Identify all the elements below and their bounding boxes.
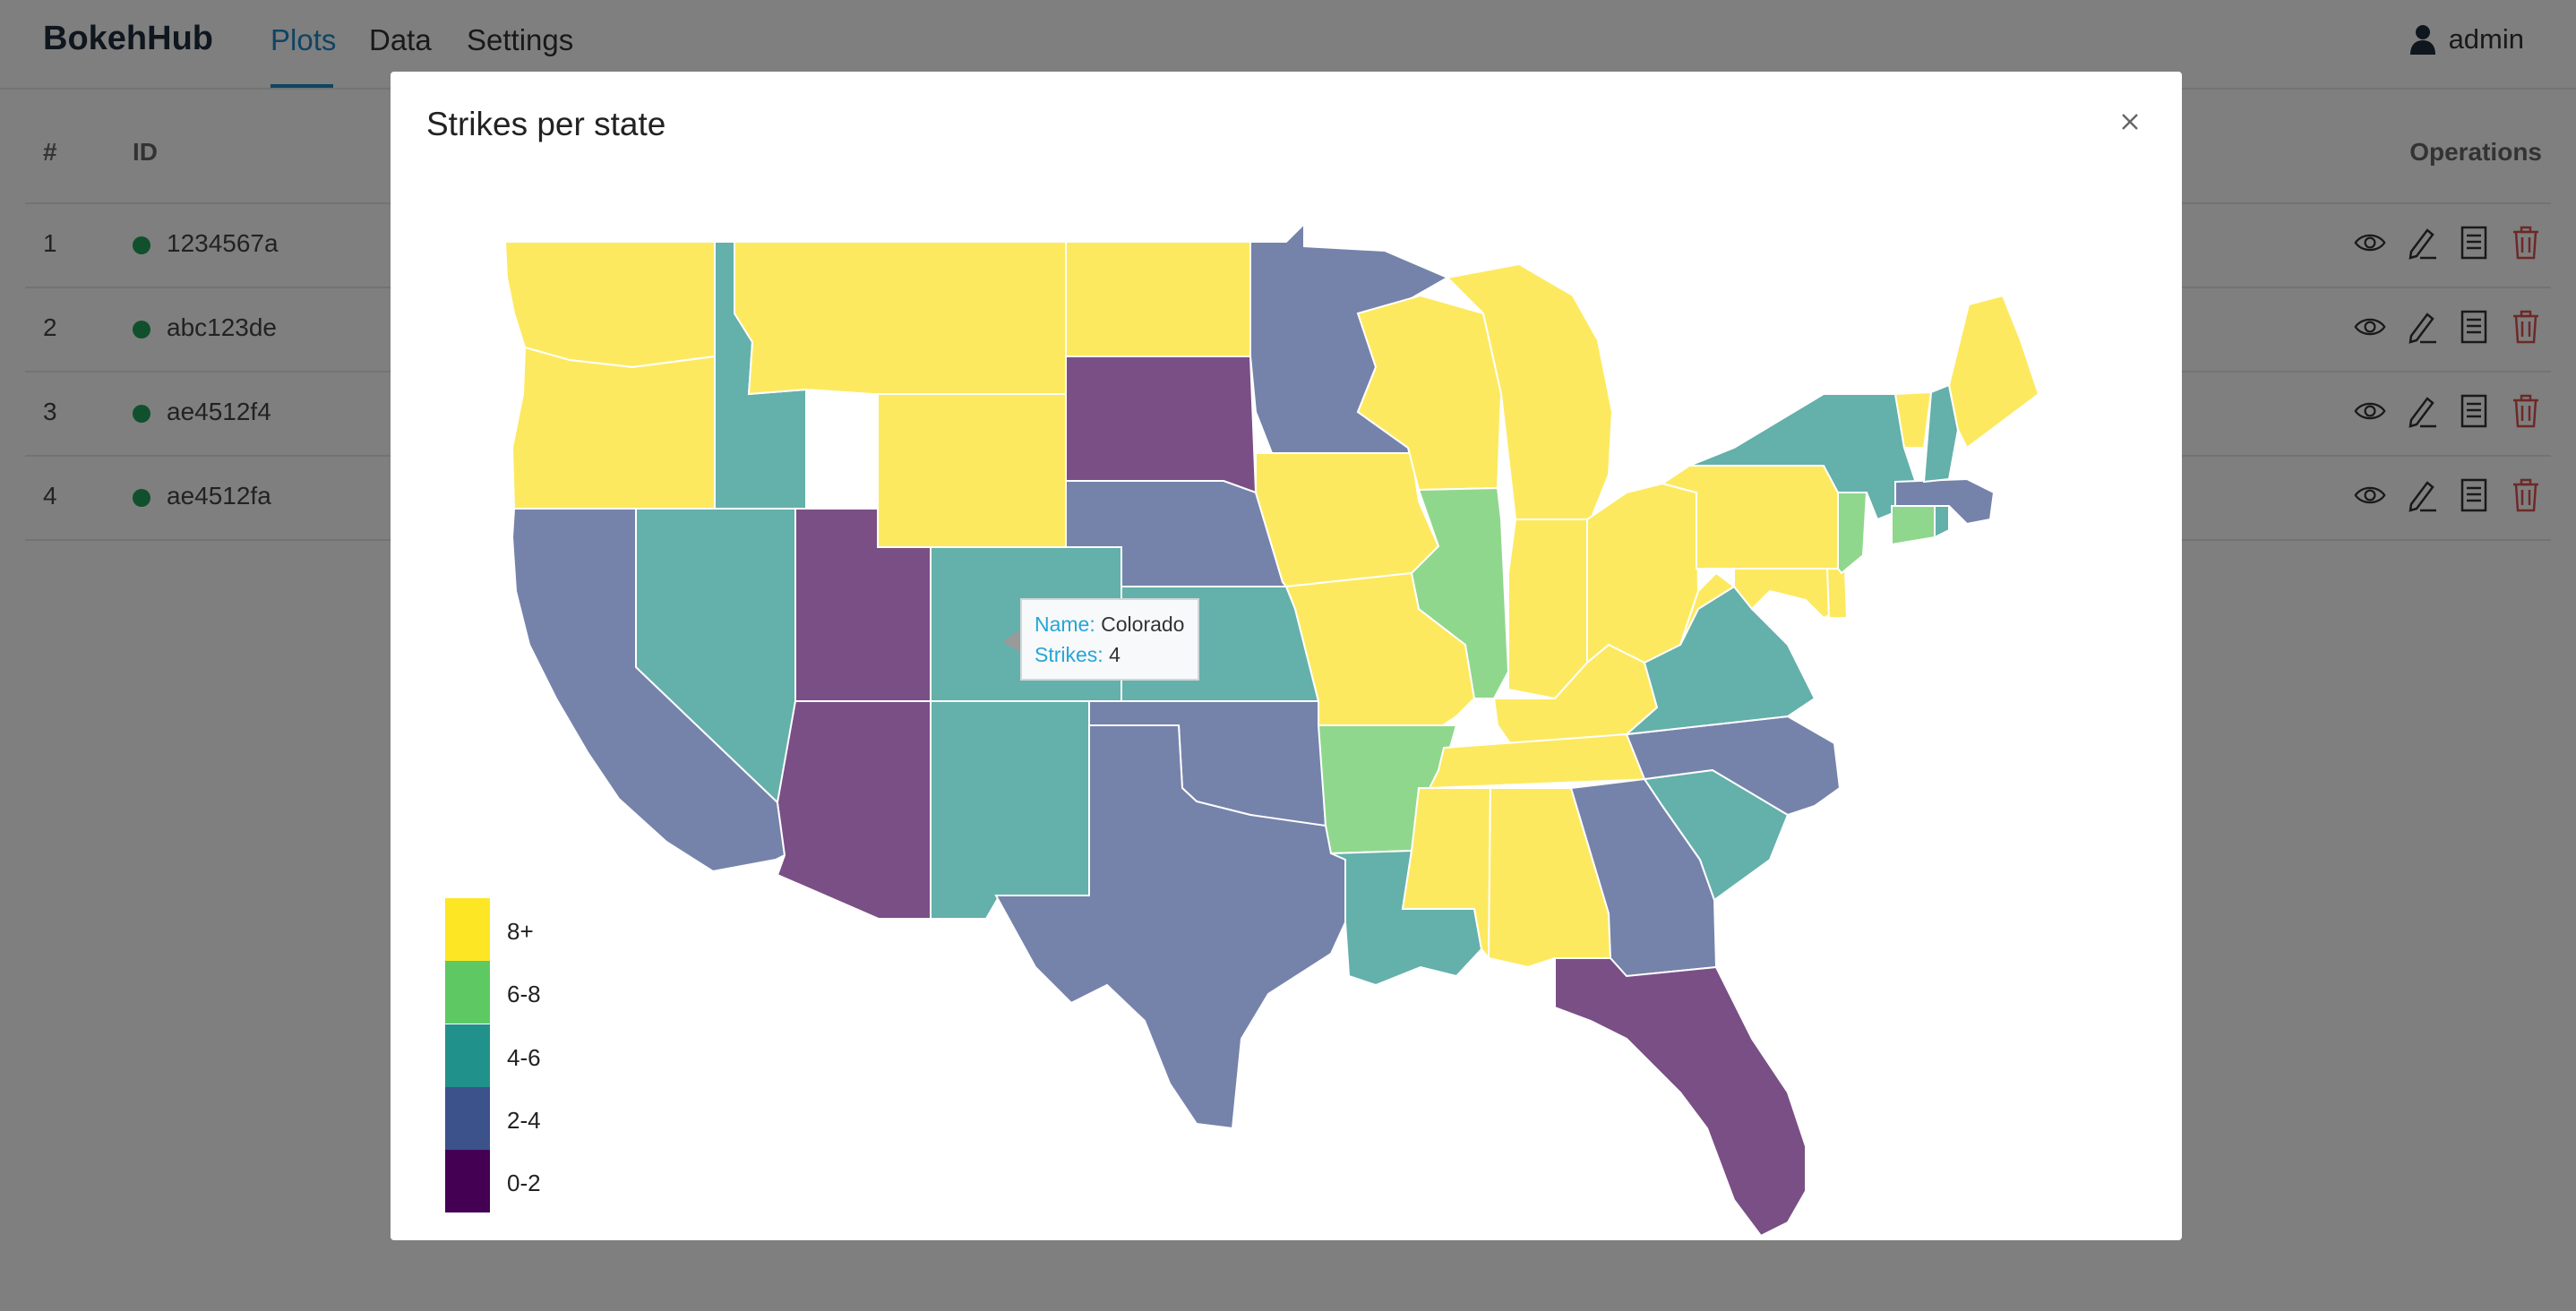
state-washington[interactable] <box>503 241 716 369</box>
state-florida[interactable] <box>1554 957 1807 1238</box>
state-arizona[interactable] <box>776 700 932 920</box>
us-choropleth-map <box>503 221 2040 1238</box>
tooltip-strikes-key: Strikes: <box>1035 643 1103 666</box>
legend-label: 6-8 <box>507 981 541 1007</box>
state-massachusetts[interactable] <box>1894 477 1996 526</box>
state-new-hampshire[interactable] <box>1922 383 1960 484</box>
state-montana[interactable] <box>734 241 1067 396</box>
state-south-dakota[interactable] <box>1065 356 1258 494</box>
state-connecticut[interactable] <box>1891 505 1936 546</box>
state-indiana[interactable] <box>1507 518 1588 700</box>
state-new-york[interactable] <box>1688 393 1924 521</box>
legend-swatch <box>445 961 490 1024</box>
plot-modal: Strikes per state 8+ 6-8 4-6 2-4 0-2 Name: C… <box>391 72 2182 1240</box>
state-wyoming[interactable] <box>877 393 1067 548</box>
legend-swatch <box>445 898 490 961</box>
state-texas[interactable] <box>994 724 1346 1130</box>
state-new-jersey[interactable] <box>1837 492 1868 575</box>
tooltip-strikes-value: 4 <box>1109 643 1121 666</box>
legend-swatch <box>445 1150 490 1212</box>
state-delaware[interactable] <box>1825 568 1849 619</box>
state-maine[interactable] <box>1947 294 2040 450</box>
state-ohio[interactable] <box>1586 482 1700 665</box>
legend-swatch <box>445 1024 490 1087</box>
state-west-virginia[interactable] <box>1679 571 1736 646</box>
modal-title: Strikes per state <box>426 106 666 142</box>
legend-label: 2-4 <box>507 1107 541 1134</box>
state-north-carolina[interactable] <box>1625 715 1842 817</box>
legend-label: 4-6 <box>507 1044 541 1071</box>
legend-label: 8+ <box>507 918 534 945</box>
tooltip-pointer <box>1003 630 1019 652</box>
tooltip-name-value: Colorado <box>1101 613 1185 636</box>
hover-tooltip: Name: Colorado Strikes: 4 <box>1020 598 1199 681</box>
state-oregon[interactable] <box>511 346 716 510</box>
tooltip-name-key: Name: <box>1035 613 1095 636</box>
state-illinois[interactable] <box>1410 486 1510 699</box>
legend-label: 0-2 <box>507 1170 541 1196</box>
state-rhode-island[interactable] <box>1934 505 1950 539</box>
close-icon[interactable] <box>2114 106 2146 138</box>
state-vermont[interactable] <box>1893 390 1933 449</box>
state-north-dakota[interactable] <box>1065 241 1251 357</box>
legend-swatch <box>445 1087 490 1150</box>
state-new-mexico[interactable] <box>930 700 1090 920</box>
state-michigan[interactable] <box>1445 262 1614 520</box>
state-iowa[interactable] <box>1255 452 1440 588</box>
